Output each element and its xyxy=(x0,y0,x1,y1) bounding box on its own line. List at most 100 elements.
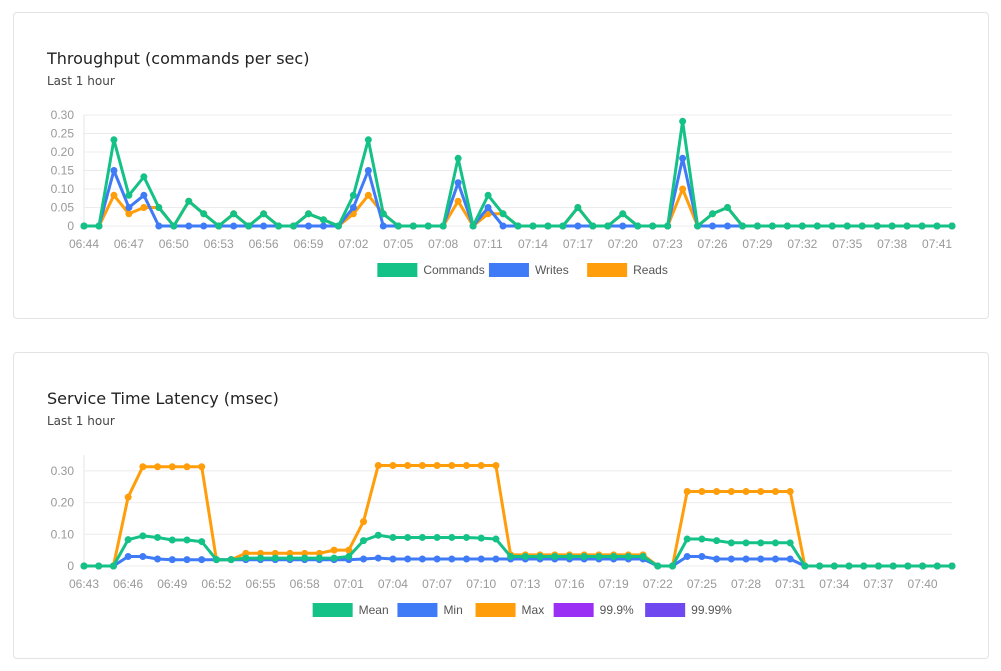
data-point xyxy=(574,222,582,230)
x-tick-label: 06:55 xyxy=(246,577,276,591)
x-tick-label: 07:10 xyxy=(466,577,496,591)
data-point xyxy=(536,552,544,560)
x-tick-label: 06:52 xyxy=(201,577,231,591)
x-tick-label: 07:05 xyxy=(383,237,413,251)
data-point xyxy=(185,197,193,205)
legend-item-writes[interactable]: Writes xyxy=(535,263,569,277)
chart-title: Throughput (commands per sec) xyxy=(47,49,310,68)
data-point xyxy=(828,222,836,230)
chart-subtitle: Last 1 hour xyxy=(47,414,115,428)
data-point xyxy=(903,222,911,230)
x-tick-label: 06:56 xyxy=(249,237,279,251)
data-point xyxy=(330,546,338,554)
data-point xyxy=(507,552,515,560)
data-point xyxy=(315,554,323,562)
data-point xyxy=(679,185,687,193)
data-point xyxy=(349,204,357,211)
x-tick-label: 06:50 xyxy=(159,237,189,251)
legend-item-min[interactable]: Min xyxy=(443,603,462,617)
data-point xyxy=(816,562,824,570)
data-point xyxy=(771,555,779,563)
legend-item-mean[interactable]: Mean xyxy=(359,603,389,617)
data-point xyxy=(125,191,133,199)
series-line-writes xyxy=(84,156,952,228)
legend-swatch xyxy=(312,603,353,617)
data-point xyxy=(170,222,178,230)
data-point xyxy=(742,487,750,495)
data-point xyxy=(619,222,627,230)
data-point xyxy=(439,222,447,230)
data-point xyxy=(888,222,896,230)
data-point xyxy=(360,537,368,545)
legend-item-commands[interactable]: Commands xyxy=(423,263,484,277)
x-tick-label: 07:40 xyxy=(908,577,938,591)
data-point xyxy=(454,179,462,187)
data-point xyxy=(183,536,191,544)
legend-swatch xyxy=(645,603,686,617)
x-tick-label: 06:43 xyxy=(69,577,99,591)
y-tick-label: 0.10 xyxy=(51,182,75,196)
data-point xyxy=(858,222,866,230)
data-point xyxy=(448,533,456,541)
data-point xyxy=(168,556,176,564)
data-point xyxy=(433,461,441,469)
legend-item-max[interactable]: Max xyxy=(522,603,545,617)
data-point xyxy=(664,222,672,230)
legend-item-999[interactable]: 99.9% xyxy=(600,603,634,617)
x-tick-label: 07:08 xyxy=(428,237,458,251)
data-point xyxy=(798,222,806,230)
data-point xyxy=(463,461,471,469)
data-point xyxy=(409,222,417,230)
data-point xyxy=(463,555,471,563)
data-point xyxy=(418,461,426,469)
data-point xyxy=(786,539,794,547)
data-point xyxy=(139,552,147,560)
data-point xyxy=(374,531,382,539)
legend-item-9999[interactable]: 99.99% xyxy=(691,603,732,617)
data-point xyxy=(477,555,485,563)
data-point xyxy=(330,554,338,562)
data-point xyxy=(619,210,627,218)
x-tick-label: 07:26 xyxy=(698,237,728,251)
data-point xyxy=(698,535,706,543)
y-tick-label: 0.30 xyxy=(51,464,75,478)
data-point xyxy=(713,555,721,563)
data-point xyxy=(679,154,687,162)
data-point xyxy=(139,463,147,471)
y-tick-label: 0 xyxy=(67,219,74,233)
data-point xyxy=(649,222,657,230)
x-tick-label: 07:02 xyxy=(338,237,368,251)
latency-card: Service Time Latency (msec) Last 1 hour … xyxy=(13,352,989,659)
x-tick-label: 07:23 xyxy=(653,237,683,251)
data-point xyxy=(679,117,687,125)
data-point xyxy=(198,463,206,471)
data-point xyxy=(574,204,582,211)
data-point xyxy=(634,222,642,230)
data-point xyxy=(801,562,809,570)
data-point xyxy=(364,136,372,144)
x-tick-label: 06:59 xyxy=(293,237,323,251)
data-point xyxy=(124,493,132,501)
data-point xyxy=(448,461,456,469)
x-tick-label: 06:46 xyxy=(113,577,143,591)
data-point xyxy=(919,562,927,570)
series-line-max xyxy=(84,464,952,568)
data-point xyxy=(757,555,765,563)
data-point xyxy=(364,167,372,174)
data-point xyxy=(683,552,691,560)
legend-swatch xyxy=(377,263,418,277)
data-point xyxy=(713,537,721,545)
data-point xyxy=(319,222,327,230)
data-point xyxy=(379,210,387,218)
data-point xyxy=(654,562,662,570)
x-tick-label: 06:53 xyxy=(204,237,234,251)
data-point xyxy=(499,210,507,218)
data-point xyxy=(110,136,118,144)
data-point xyxy=(698,552,706,560)
legend-item-reads[interactable]: Reads xyxy=(633,263,668,277)
data-point xyxy=(551,552,559,560)
data-point xyxy=(610,552,618,560)
data-point xyxy=(125,210,133,218)
data-point xyxy=(873,222,881,230)
chart-title: Service Time Latency (msec) xyxy=(47,389,279,408)
